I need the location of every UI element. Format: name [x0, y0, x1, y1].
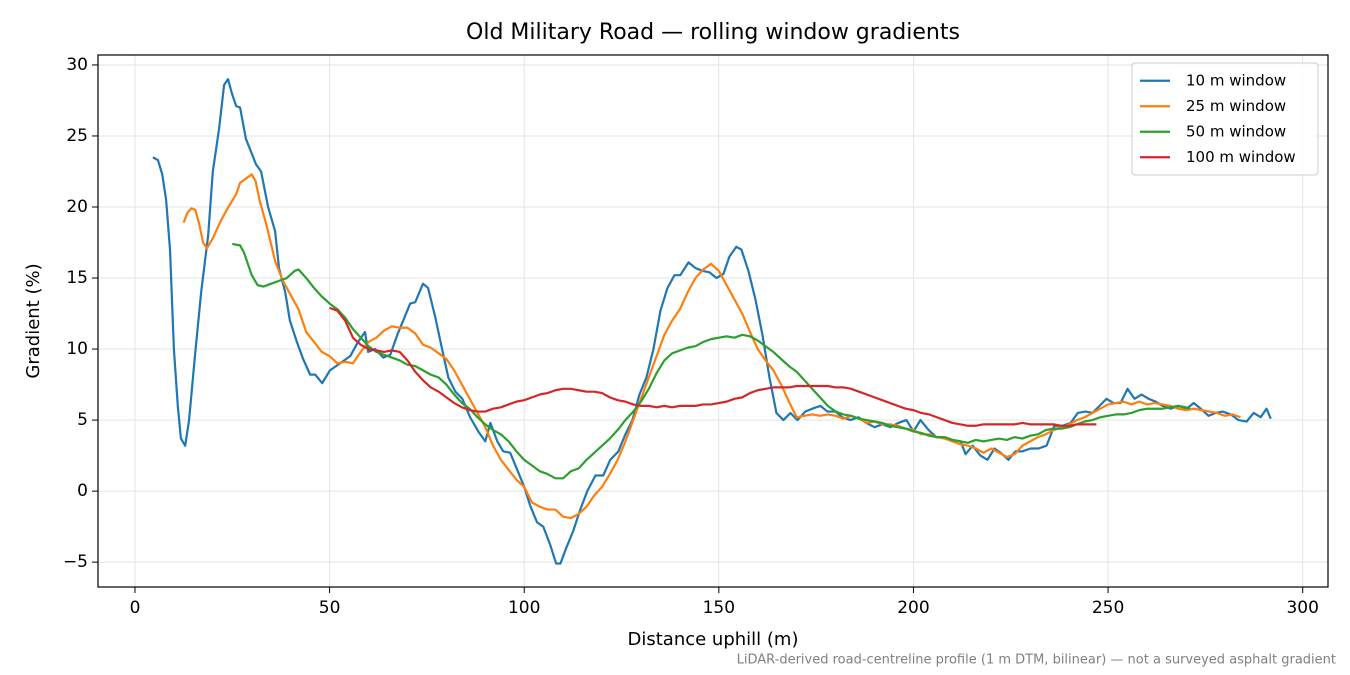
y-tick-label: 10	[66, 339, 88, 359]
legend-label: 25 m window	[1186, 97, 1286, 115]
legend-label: 50 m window	[1186, 122, 1286, 140]
series-line	[152, 78, 1272, 565]
grid	[98, 55, 1328, 587]
x-tick-label: 200	[897, 598, 929, 618]
y-tick-label: 25	[66, 126, 88, 146]
chart-title: Old Military Road — rolling window gradi…	[466, 20, 960, 45]
y-axis-label: Gradient (%)	[23, 263, 44, 378]
x-tick-label: 100	[508, 598, 540, 618]
y-tick-label: 15	[66, 268, 88, 288]
y-tick-label: 5	[77, 410, 88, 430]
x-tick-label: 300	[1286, 598, 1318, 618]
plot-lines	[152, 78, 1272, 565]
x-axis-label: Distance uphill (m)	[628, 629, 799, 650]
y-tick-label: −5	[63, 552, 88, 572]
x-tick-label: 50	[319, 598, 341, 618]
y-tick-label: 0	[77, 481, 88, 501]
x-tick-label: 150	[703, 598, 735, 618]
legend: 10 m window 25 m window 50 m window 100 m w…	[1131, 62, 1319, 176]
y-tick-label: 20	[66, 197, 88, 217]
x-tick-label: 250	[1092, 598, 1124, 618]
legend-label: 100 m window	[1186, 148, 1296, 166]
legend-box	[1131, 62, 1319, 176]
x-tick-label: 0	[130, 598, 141, 618]
y-tick-label: 30	[66, 55, 88, 75]
plot-frame	[97, 54, 1329, 588]
legend-label: 10 m window	[1186, 71, 1286, 89]
footnote: LiDAR-derived road-centreline profile (1…	[737, 653, 1336, 668]
ticks: 0 50 100 150 200 250 300 −5 0 5 10 15 20 25 30	[63, 55, 1319, 618]
series-line	[329, 306, 1097, 427]
series-line	[232, 242, 1191, 480]
